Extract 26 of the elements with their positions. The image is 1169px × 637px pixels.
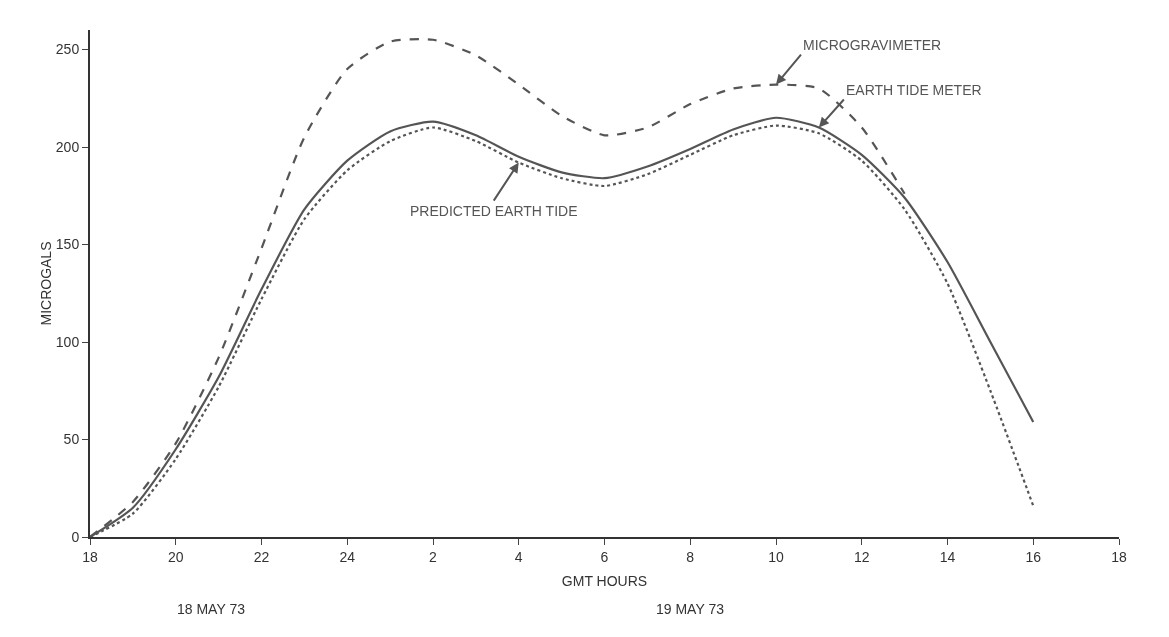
x-tick-label: 8 [686, 548, 695, 565]
y-tick-label: 200 [55, 138, 80, 155]
x-tick-label: 6 [600, 548, 609, 565]
x-tick-label: 18 [82, 548, 98, 565]
y-tick-label: 250 [55, 41, 80, 58]
x-tick-label: 22 [253, 548, 270, 565]
y-axis-title: MICROGALS [37, 241, 54, 326]
y-tick-label: 150 [55, 236, 80, 253]
x-tick-label: 24 [339, 548, 356, 565]
text: EARTH TIDE METER [846, 82, 982, 98]
x-axis-title: GMT HOURS [561, 572, 648, 589]
text: 19 MAY 73 [656, 601, 725, 617]
text: 18 MAY 73 [177, 601, 246, 617]
x-tick-label: 12 [853, 548, 870, 565]
x-tick-label: 20 [167, 548, 184, 565]
series-label: PREDICTED EARTH TIDE [410, 203, 578, 219]
y-tick-label: 0 [71, 528, 80, 545]
x-tick-label: 18 [1111, 548, 1127, 565]
x-tick-label: 10 [768, 548, 784, 565]
y-tick-label: 100 [55, 333, 80, 350]
y-tick-label: 50 [63, 431, 80, 448]
text: MICROGRAVIMETER [803, 37, 942, 53]
x-tick-label: 16 [1025, 548, 1042, 565]
x-tick-label: 2 [429, 548, 438, 565]
x-tick-label: 4 [514, 548, 523, 565]
x-tick-label: 14 [939, 548, 956, 565]
